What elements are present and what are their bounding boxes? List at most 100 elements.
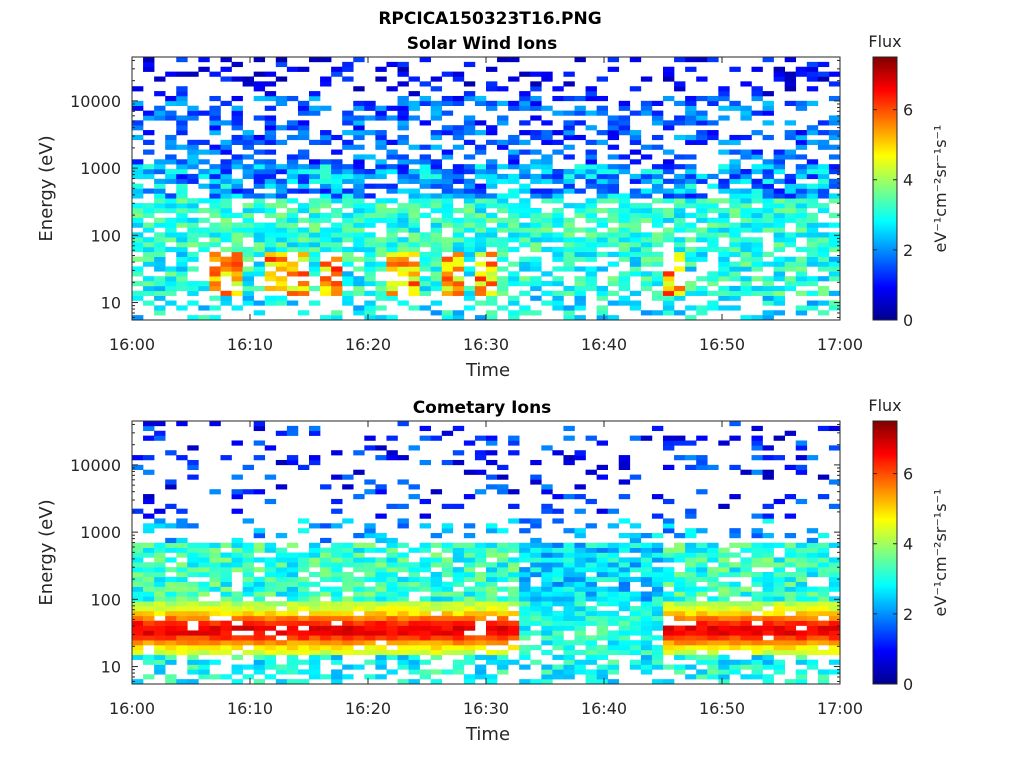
- heatmap-cell: [264, 635, 277, 641]
- heatmap-cell: [231, 606, 243, 612]
- heatmap-cell: [253, 159, 266, 165]
- heatmap-cell: [607, 567, 620, 573]
- heatmap-cell: [419, 169, 431, 175]
- heatmap-cell: [828, 576, 841, 583]
- heatmap-cell: [607, 649, 620, 656]
- heatmap-cell: [364, 203, 376, 209]
- heatmap-cell: [397, 518, 409, 524]
- heatmap-cell: [132, 315, 144, 321]
- heatmap-cell: [397, 188, 409, 194]
- heatmap-cell: [275, 281, 288, 287]
- heatmap-cell: [397, 120, 409, 126]
- heatmap-cell: [143, 596, 155, 602]
- heatmap-cell: [320, 591, 332, 597]
- heatmap-cell: [585, 498, 597, 505]
- heatmap-cell: [187, 679, 199, 685]
- heatmap-cell: [441, 610, 454, 617]
- heatmap-cell: [176, 115, 188, 121]
- heatmap-cell: [751, 266, 763, 272]
- heatmap-cell: [242, 217, 254, 223]
- heatmap-cell: [541, 173, 553, 180]
- heatmap-cell: [563, 173, 575, 180]
- heatmap-cell: [187, 459, 199, 466]
- heatmap-cell: [375, 649, 387, 656]
- heatmap-cell: [552, 518, 564, 524]
- heatmap-cell: [773, 159, 785, 165]
- heatmap-cell: [718, 290, 730, 296]
- heatmap-cell: [132, 159, 144, 165]
- heatmap-cell: [397, 271, 409, 277]
- heatmap-cell: [773, 227, 785, 233]
- heatmap-cell: [176, 237, 188, 243]
- heatmap-cell: [375, 576, 387, 583]
- heatmap-cell: [685, 256, 697, 262]
- heatmap-cell: [552, 198, 564, 204]
- heatmap-cell: [651, 169, 664, 175]
- heatmap-cell: [231, 596, 243, 602]
- heatmap-cell: [552, 207, 564, 214]
- heatmap-cell: [275, 242, 288, 248]
- heatmap-cell: [784, 81, 797, 87]
- y-axis-label: Energy (eV): [36, 499, 57, 605]
- heatmap-cell: [353, 552, 365, 558]
- heatmap-cell: [707, 300, 719, 306]
- heatmap-cell: [242, 290, 254, 296]
- heatmap-cell: [640, 576, 653, 583]
- heatmap-cell: [132, 547, 144, 553]
- heatmap-cell: [707, 232, 719, 238]
- heatmap-cell: [187, 659, 199, 665]
- heatmap-cell: [740, 110, 752, 116]
- heatmap-cell: [607, 144, 620, 150]
- heatmap-cell: [729, 178, 741, 184]
- heatmap-cell: [463, 271, 476, 277]
- heatmap-cell: [663, 679, 675, 685]
- heatmap-cell: [828, 669, 841, 675]
- heatmap-cell: [795, 281, 808, 287]
- heatmap-cell: [264, 664, 277, 670]
- heatmap-cell: [231, 552, 243, 558]
- heatmap-cell: [474, 130, 487, 136]
- heatmap-cell: [585, 173, 597, 180]
- heatmap-cell: [806, 305, 819, 311]
- heatmap-cell: [209, 266, 221, 272]
- heatmap-cell: [342, 606, 354, 612]
- heatmap-cell: [707, 276, 719, 282]
- heatmap-cell: [508, 315, 520, 321]
- heatmap-cell: [541, 120, 553, 126]
- heatmap-cell: [574, 484, 586, 490]
- heatmap-cell: [375, 237, 387, 243]
- heatmap-cell: [696, 557, 708, 563]
- heatmap-cell: [707, 100, 719, 106]
- heatmap-cell: [275, 169, 288, 175]
- heatmap-cell: [143, 567, 155, 573]
- heatmap-cell: [463, 586, 476, 592]
- heatmap-cell: [309, 649, 321, 656]
- heatmap-cell: [275, 484, 288, 490]
- heatmap-cell: [297, 251, 310, 257]
- heatmap-cell: [220, 674, 232, 680]
- heatmap-cell: [563, 654, 575, 660]
- heatmap-cell: [309, 635, 321, 641]
- heatmap-cell: [408, 242, 420, 248]
- heatmap-cell: [342, 66, 354, 72]
- heatmap-cell: [806, 159, 819, 165]
- heatmap-cell: [530, 562, 542, 568]
- heatmap-cell: [607, 315, 620, 321]
- heatmap-cell: [640, 110, 653, 116]
- heatmap-cell: [640, 630, 653, 636]
- heatmap-cell: [342, 227, 354, 233]
- heatmap-cell: [474, 120, 487, 126]
- heatmap-cell: [541, 576, 553, 583]
- heatmap-cell: [585, 207, 597, 214]
- heatmap-cell: [828, 130, 841, 136]
- heatmap-cell: [541, 178, 553, 184]
- heatmap-cell: [242, 300, 254, 306]
- heatmap-cells: [132, 57, 841, 321]
- heatmap-cell: [596, 649, 608, 656]
- heatmap-cell: [176, 640, 188, 646]
- heatmap-cell: [253, 86, 266, 92]
- heatmap-cell: [563, 310, 575, 316]
- heatmap-cell: [552, 654, 564, 660]
- heatmap-cell: [696, 542, 708, 548]
- heatmap-cell: [718, 207, 730, 214]
